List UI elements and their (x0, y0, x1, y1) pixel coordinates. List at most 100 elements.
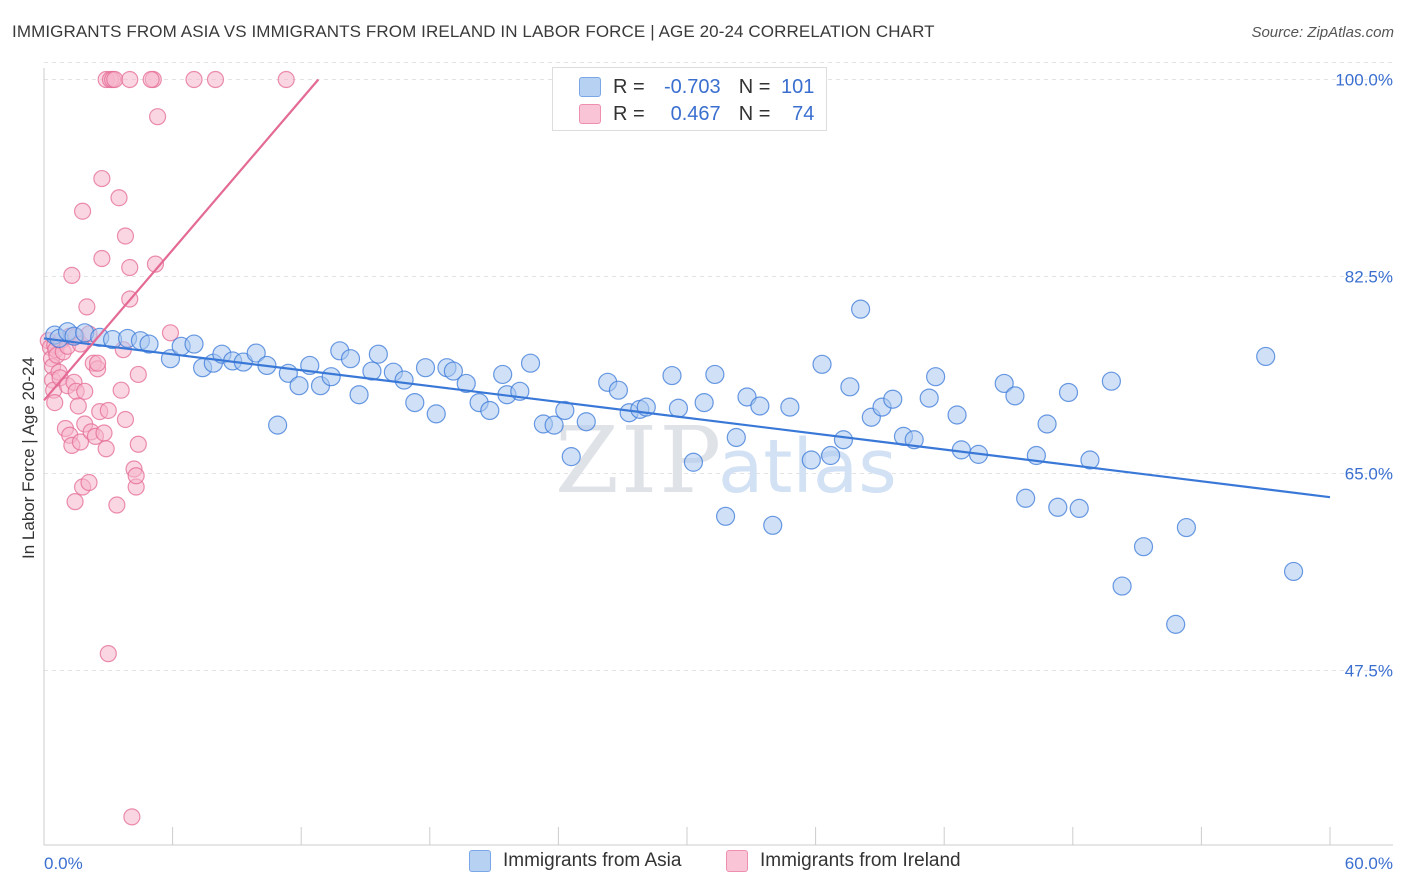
asia-point (394, 370, 414, 390)
asia-point (662, 365, 682, 386)
asia-point (415, 358, 436, 378)
ireland-point (148, 108, 167, 126)
trend-line-asia (43, 337, 1331, 499)
asia-point (1048, 497, 1068, 517)
n-label: N = (738, 102, 771, 125)
ireland-point (185, 70, 203, 89)
ireland-point (71, 433, 90, 451)
asia-point (851, 299, 871, 319)
asia-point (763, 515, 783, 535)
series-ireland-points (39, 70, 295, 826)
asia-point (561, 447, 581, 467)
asia-point (340, 349, 361, 369)
y-tick-label: 82.5% (1345, 268, 1393, 287)
asia-point (493, 364, 513, 385)
stats-legend: R = -0.703 N = 101 R = 0.467 N = 74 (552, 67, 827, 131)
y-tick-label: 100.0% (1335, 71, 1393, 90)
ireland-point (116, 227, 135, 245)
axes (43, 68, 1393, 846)
ireland-point (76, 382, 94, 400)
ireland-swatch (579, 104, 601, 124)
n-label: N = (738, 75, 771, 98)
asia-point (1112, 576, 1132, 596)
asia-point (780, 397, 800, 417)
ireland-point (206, 70, 225, 89)
series-legend: Immigrants from Asia Immigrants from Ire… (0, 850, 1406, 878)
ireland-point (146, 255, 165, 273)
ireland-point (108, 496, 126, 514)
r-value-asia: -0.703 (663, 75, 721, 98)
ireland-point (93, 169, 111, 188)
asia-point (443, 361, 463, 381)
ireland-point (277, 70, 295, 89)
asia-point (184, 334, 204, 354)
n-value-ireland: 74 (792, 102, 815, 125)
asia-point (947, 405, 967, 425)
asia-point (608, 380, 629, 400)
asia-point (1133, 537, 1154, 557)
y-tick-label: 47.5% (1345, 662, 1393, 681)
asia-point (683, 452, 704, 472)
stats-row-asia: R = -0.703 N = 101 (553, 73, 814, 101)
asia-point (520, 353, 541, 373)
source-credit: Source: ZipAtlas.com (1251, 24, 1394, 41)
asia-point (1101, 371, 1121, 391)
asia-point (801, 450, 821, 470)
ireland-point (63, 266, 81, 284)
ireland-point (80, 473, 98, 492)
ireland-point (78, 298, 96, 316)
asia-point (705, 364, 725, 385)
ireland-point (97, 440, 115, 458)
asia-point (840, 377, 860, 397)
y-axis-label: In Labor Force | Age 20-24 (19, 357, 38, 559)
chart-title: IMMIGRANTS FROM ASIA VS IMMIGRANTS FROM … (12, 22, 935, 41)
ireland-point (116, 410, 135, 429)
ireland-swatch (726, 850, 748, 872)
x-tick-max: 60.0% (1345, 854, 1393, 873)
asia-point (1176, 517, 1196, 538)
stats-row-ireland: R = 0.467 N = 74 (553, 100, 814, 128)
asia-point (139, 334, 159, 354)
legend-item-ireland[interactable]: Immigrants from Ireland (726, 850, 961, 872)
asia-point (821, 445, 841, 466)
ireland-point (106, 70, 124, 89)
asia-point (1283, 561, 1304, 582)
asia-point (362, 361, 382, 381)
r-value-ireland: 0.467 (670, 102, 721, 125)
ireland-point (142, 70, 160, 89)
asia-point (883, 389, 903, 409)
ireland-point (129, 435, 147, 453)
asia-point (726, 427, 746, 448)
asia-point (1080, 450, 1100, 470)
legend-label-ireland: Immigrants from Ireland (760, 850, 961, 871)
asia-point (1166, 614, 1186, 634)
asia-point (668, 398, 689, 418)
ireland-point (66, 493, 84, 511)
ireland-point (110, 189, 128, 207)
asia-point (1069, 498, 1089, 519)
ireland-point (73, 202, 92, 220)
x-tick-min: 0.0% (44, 854, 83, 873)
ireland-point (88, 354, 107, 372)
asia-point (349, 385, 369, 405)
ireland-point (129, 365, 147, 384)
asia-point (321, 367, 341, 387)
y-tick-labels: 47.5% 65.0% 82.5% 100.0% (1335, 71, 1393, 681)
ireland-point (161, 324, 180, 342)
asia-point (1256, 346, 1276, 367)
asia-point (480, 400, 500, 421)
asia-point (544, 415, 564, 435)
asia-point (1058, 382, 1079, 403)
asia-point (919, 388, 939, 408)
legend-item-asia[interactable]: Immigrants from Asia (469, 850, 681, 872)
n-value-asia: 101 (781, 75, 815, 98)
asia-point (694, 392, 714, 413)
asia-point (833, 430, 854, 450)
asia-point (405, 392, 425, 413)
r-label: R = (613, 75, 645, 98)
ireland-point (121, 258, 139, 277)
asia-swatch (469, 850, 491, 872)
ireland-point (93, 249, 111, 268)
asia-point (576, 412, 596, 432)
